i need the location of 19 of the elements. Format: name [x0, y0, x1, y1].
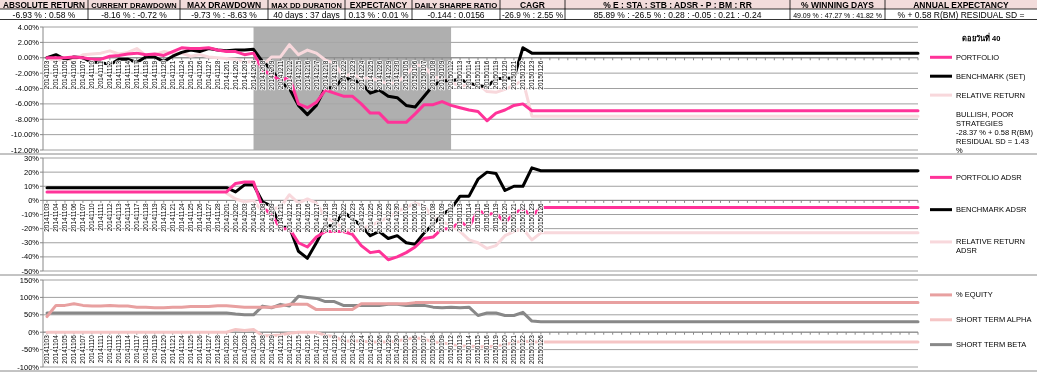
text: EXPECTANCY	[349, 0, 408, 10]
text: % WINNING DAYS	[801, 0, 875, 10]
text: ABSOLUTE RETURN	[2, 0, 86, 10]
text: -9.73 % : -8.63 %	[191, 9, 258, 20]
text: 40 days : 37 days	[273, 9, 340, 20]
text: -0.144 : 0.0156	[427, 9, 485, 20]
text: MAX DRAWDOWN	[186, 0, 262, 10]
text: CAGR	[519, 0, 546, 10]
text: 0.13 % : 0.01 %	[348, 9, 409, 20]
text: ANNUAL EXPECTANCY	[913, 0, 1010, 10]
text: -26.9 % : 2.55 %	[502, 10, 564, 20]
line-series	[45, 301, 920, 319]
text: % + 0.58 R(BM) RESIDUAL SD =	[897, 9, 1025, 20]
text: -8.16 % : -0.72 %	[101, 9, 168, 20]
line-series	[45, 294, 920, 324]
line-series	[225, 191, 920, 250]
text: % E : STA : STB : ADSR - P : BM : RR	[603, 0, 752, 10]
text: -6.93 % : 0.58 %	[12, 9, 76, 20]
text: 85.89 % : -26.5 % : 0.28 : -0.05 : 0.21 : -0.24	[593, 9, 762, 20]
